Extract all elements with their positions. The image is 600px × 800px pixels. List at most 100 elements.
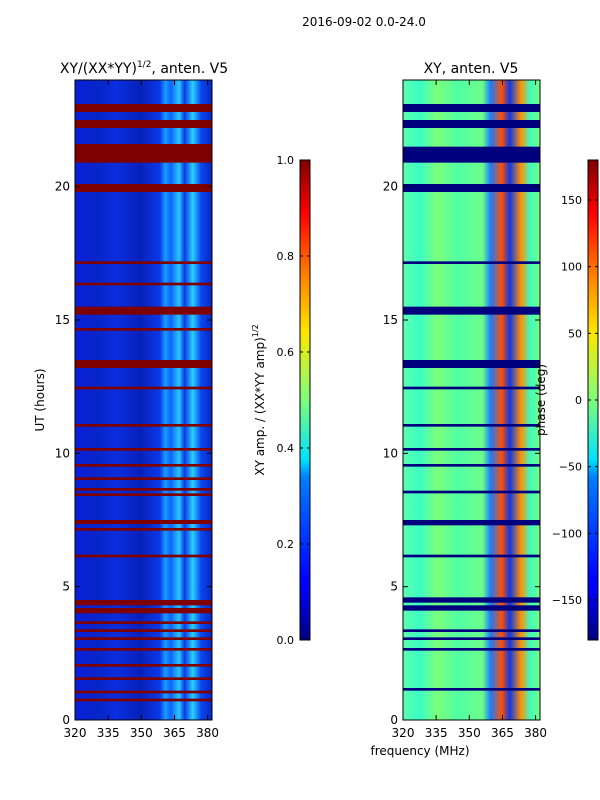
phase-dark-bands <box>403 104 540 691</box>
amplitude-colorbar-tick-label: 0.0 <box>277 634 295 647</box>
amplitude-band <box>75 608 212 614</box>
amplitude-x-tick-label: 350 <box>130 726 153 740</box>
amplitude-plot-frame <box>74 79 213 721</box>
amplitude-x-tick-label: 380 <box>196 726 219 740</box>
phase-colorbar: −150 −100 −50 0 50 100 150 phase (deg) <box>534 159 599 641</box>
phase-band <box>403 360 540 368</box>
phase-band <box>403 554 540 558</box>
amplitude-y-tick-label: 20 <box>55 180 70 194</box>
amplitude-saturated-bands <box>75 104 212 702</box>
phase-panel-title: XY, anten. V5 <box>424 61 519 77</box>
amplitude-colorbar-tick-label: 0.4 <box>277 442 295 455</box>
amplitude-band <box>75 464 212 467</box>
amplitude-colorbar-tick-label: 0.6 <box>277 346 295 359</box>
amplitude-panel: XY/(XX*YY)1/2, anten. V5 320 335 350 365 380… <box>33 60 228 740</box>
amplitude-band <box>75 637 212 640</box>
phase-colorbar-tick-label: 100 <box>561 261 582 274</box>
phase-band <box>403 261 540 264</box>
amplitude-band <box>75 282 212 286</box>
amplitude-band <box>75 386 212 390</box>
amplitude-band <box>75 629 212 632</box>
amplitude-band <box>75 488 212 491</box>
phase-colorbar-tick-label: 50 <box>568 327 582 340</box>
amplitude-colorbar-tick-label: 0.8 <box>277 250 295 263</box>
phase-y-tick-label: 15 <box>383 313 398 327</box>
amplitude-y-tick-label: 15 <box>55 313 70 327</box>
amplitude-colorbar: 0.0 0.2 0.4 0.6 0.8 1.0 XY amp. / (XX*YY amp)… <box>251 154 311 647</box>
frequency-axis-label: frequency (MHz) <box>370 744 469 758</box>
amplitude-colorbar-label: XY amp. / (XX*YY amp)1/2 <box>251 324 267 475</box>
phase-colorbar-tick-label: −50 <box>559 461 582 474</box>
phase-colorbar-tick-label: −100 <box>552 527 582 540</box>
phase-band <box>403 464 540 467</box>
amplitude-x-tick-label: 365 <box>163 726 186 740</box>
phase-x-tick-label: 380 <box>524 726 547 740</box>
phase-y-tick-label: 5 <box>390 580 398 594</box>
phase-y-tick-label: 20 <box>383 180 398 194</box>
amplitude-band <box>75 520 212 524</box>
amplitude-y-tick-label: 0 <box>62 713 70 727</box>
amplitude-colorbar-ticks: 0.0 0.2 0.4 0.6 0.8 1.0 <box>277 154 310 647</box>
amplitude-band <box>75 120 212 128</box>
amplitude-x-ticks: 320 335 350 365 380 <box>64 80 219 740</box>
phase-panel: XY, anten. V5 320 335 350 365 380 0 5 10 15 20 f… <box>370 61 547 758</box>
amplitude-band <box>75 104 212 112</box>
phase-colorbar-tick-label: −150 <box>552 594 582 607</box>
phase-band <box>403 306 540 315</box>
phase-colorbar-ticks: −150 −100 −50 0 50 100 150 <box>552 194 598 607</box>
phase-y-ticks: 0 5 10 15 20 <box>383 180 540 727</box>
amplitude-y-axis-label: UT (hours) <box>33 368 47 431</box>
amplitude-band <box>75 424 212 427</box>
amplitude-band <box>75 528 212 531</box>
amplitude-x-tick-label: 320 <box>64 726 87 740</box>
phase-plot-frame <box>402 79 541 721</box>
phase-band <box>403 490 540 494</box>
phase-band <box>403 184 540 192</box>
amplitude-band <box>75 621 212 624</box>
phase-band <box>403 648 540 651</box>
amplitude-y-tick-label: 5 <box>62 580 70 594</box>
amplitude-band <box>75 306 212 315</box>
amplitude-band <box>75 448 212 451</box>
amplitude-band <box>75 184 212 192</box>
amplitude-y-tick-label: 10 <box>55 446 70 460</box>
phase-x-tick-label: 365 <box>491 726 514 740</box>
phase-x-tick-label: 320 <box>392 726 415 740</box>
amplitude-x-tick-label: 335 <box>97 726 120 740</box>
phase-band <box>403 629 540 632</box>
phase-colorbar-label: phase (deg) <box>534 364 548 436</box>
phase-band <box>403 448 540 451</box>
phase-band <box>403 637 540 640</box>
phase-y-tick-label: 10 <box>383 446 398 460</box>
amplitude-y-ticks: 0 5 10 15 20 <box>55 180 212 727</box>
phase-x-tick-label: 350 <box>458 726 481 740</box>
amplitude-band <box>75 690 212 694</box>
amplitude-band <box>75 360 212 368</box>
amplitude-band <box>75 144 212 163</box>
amplitude-band <box>75 261 212 264</box>
amplitude-band <box>75 477 212 480</box>
figure-title: 2016-09-02 0.0-24.0 <box>302 15 426 29</box>
amplitude-colorbar-tick-label: 1.0 <box>277 154 295 167</box>
amplitude-band <box>75 554 212 558</box>
phase-colorbar-tick-label: 150 <box>561 194 582 207</box>
phase-band <box>403 104 540 112</box>
phase-band <box>403 120 540 128</box>
amplitude-band <box>75 328 212 331</box>
phase-y-tick-label: 0 <box>390 713 398 727</box>
phase-band <box>403 146 540 163</box>
amplitude-band <box>75 698 212 702</box>
amplitude-colorbar-gradient <box>299 159 311 641</box>
amplitude-panel-title: XY/(XX*YY)1/2, anten. V5 <box>60 60 228 77</box>
phase-band <box>403 688 540 691</box>
phase-band <box>403 605 540 611</box>
phase-band <box>403 424 540 427</box>
amplitude-band <box>75 493 212 496</box>
amplitude-band <box>75 677 212 680</box>
amplitude-band <box>75 600 212 606</box>
phase-x-ticks: 320 335 350 365 380 <box>392 80 547 740</box>
amplitude-colorbar-tick-label: 0.2 <box>277 538 295 551</box>
phase-heatmap-background <box>403 80 540 720</box>
phase-band <box>403 520 540 526</box>
